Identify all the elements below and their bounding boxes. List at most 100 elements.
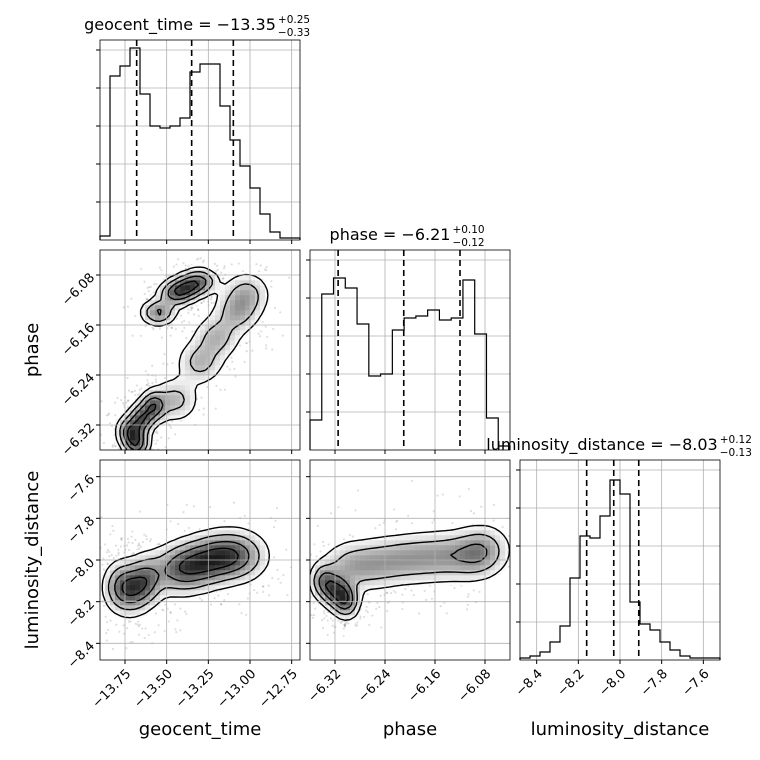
density-cell — [230, 350, 236, 356]
density-cell — [115, 595, 121, 601]
density-cell — [180, 535, 186, 541]
sample-point — [302, 551, 304, 553]
sample-point — [306, 584, 308, 586]
density-cell — [170, 595, 176, 601]
density-cell — [220, 305, 226, 311]
density-cell — [220, 315, 226, 321]
density-cell — [150, 385, 156, 391]
density-cell — [410, 555, 416, 561]
density-cell — [265, 565, 271, 571]
density-cell — [110, 585, 116, 591]
sample-point — [275, 507, 279, 510]
density-cell — [160, 575, 166, 581]
density-cell — [230, 530, 236, 536]
sample-point — [117, 548, 120, 551]
y-tick-label: −8.0 — [65, 555, 98, 588]
density-cell — [350, 560, 356, 566]
density-cell — [135, 570, 141, 576]
sample-point — [137, 542, 141, 545]
density-cell — [210, 370, 216, 376]
sample-point — [134, 393, 137, 397]
sample-point — [173, 603, 176, 606]
density-cell — [205, 570, 211, 576]
density-cell — [325, 565, 331, 571]
density-cell — [185, 300, 191, 306]
panel-title-upper: +0.12 — [720, 434, 752, 446]
sample-point — [122, 455, 124, 457]
sample-point — [135, 384, 138, 387]
density-cell — [210, 535, 216, 541]
sample-point — [161, 451, 163, 453]
density-cell — [225, 530, 231, 536]
sample-point — [154, 378, 157, 381]
density-cell — [330, 575, 336, 581]
density-cell — [375, 585, 381, 591]
density-cell — [180, 555, 186, 561]
density-cell — [170, 315, 176, 321]
density-cell — [140, 445, 146, 450]
density-cell — [500, 530, 506, 536]
sample-point — [281, 334, 284, 337]
sample-point — [310, 553, 312, 556]
sample-point — [134, 315, 137, 318]
sample-point — [385, 591, 388, 594]
density-cell — [185, 295, 191, 301]
sample-point — [127, 389, 131, 392]
density-cell — [125, 595, 131, 601]
density-cell — [410, 560, 416, 566]
density-cell — [240, 280, 246, 286]
density-cell — [195, 385, 201, 391]
density-cell — [120, 590, 126, 596]
sample-point — [326, 633, 329, 636]
density-cell — [440, 580, 446, 586]
density-cell — [335, 565, 341, 571]
density-cell — [220, 340, 226, 346]
scatter-panel-phase-luminosity_distance — [280, 479, 543, 637]
density-cell — [175, 580, 181, 586]
density-cell — [185, 365, 191, 371]
sample-point — [280, 587, 282, 589]
density-cell — [135, 400, 141, 406]
density-cell — [205, 270, 211, 276]
density-cell — [170, 310, 176, 316]
sample-point — [202, 407, 205, 410]
density-cell — [330, 550, 336, 556]
sample-point — [200, 301, 204, 305]
sample-point — [138, 452, 140, 454]
sample-point — [151, 326, 154, 329]
density-cell — [405, 570, 411, 576]
density-cell — [430, 545, 436, 551]
sample-point — [425, 598, 428, 601]
density-cell — [400, 580, 406, 586]
sample-point — [320, 618, 324, 622]
density-cell — [190, 275, 196, 281]
sample-point — [288, 276, 291, 279]
sample-point — [100, 546, 102, 549]
sample-point — [541, 563, 543, 565]
sample-point — [265, 347, 268, 350]
density-cell — [220, 545, 226, 551]
density-cell — [250, 555, 256, 561]
density-cell — [265, 550, 271, 556]
density-cell — [325, 560, 331, 566]
density-cell — [240, 285, 246, 291]
density-cell — [390, 575, 396, 581]
sample-point — [253, 588, 256, 592]
density-cell — [485, 535, 491, 541]
sample-point — [201, 260, 205, 264]
density-cell — [430, 530, 436, 536]
sample-point — [98, 590, 100, 592]
density-cell — [150, 555, 156, 561]
sample-point — [329, 512, 333, 515]
density-cell — [205, 325, 211, 331]
density-cell — [415, 575, 421, 581]
density-cell — [195, 350, 201, 356]
density-cell — [445, 575, 451, 581]
density-cell — [445, 560, 451, 566]
sample-point — [188, 321, 191, 324]
sample-point — [258, 270, 261, 273]
density-cell — [235, 570, 241, 576]
sample-point — [198, 408, 201, 412]
density-cell — [225, 345, 231, 351]
